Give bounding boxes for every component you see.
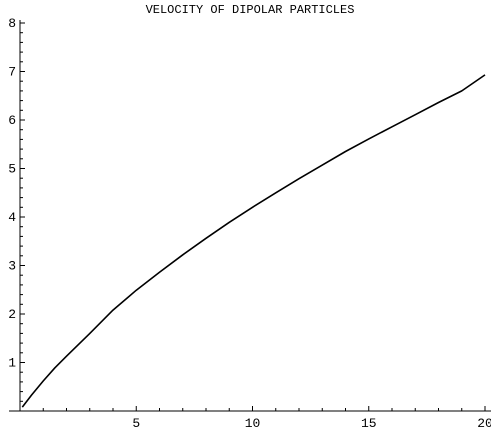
- tick-labels: 1 2 3 4 5 6 7 8 5 10 15 20: [8, 16, 491, 431]
- x-tick-label: 20: [477, 416, 491, 431]
- velocity-curve: [21, 74, 486, 408]
- axes: [9, 20, 491, 412]
- y-tick-label: 6: [8, 113, 16, 128]
- tick-marks: [20, 22, 486, 411]
- chart-title: VELOCITY OF DIPOLAR PARTICLES: [146, 3, 355, 17]
- y-tick-label: 5: [8, 162, 16, 177]
- x-tick-label: 15: [361, 416, 377, 431]
- x-tick-label: 5: [132, 416, 140, 431]
- series-lines: [21, 74, 486, 408]
- y-tick-label: 1: [8, 356, 16, 371]
- y-tick-label: 3: [8, 259, 16, 274]
- y-tick-label: 4: [8, 210, 16, 225]
- y-tick-label: 7: [8, 65, 16, 80]
- x-tick-label: 10: [245, 416, 261, 431]
- y-tick-label: 2: [8, 307, 16, 322]
- y-tick-label: 8: [8, 16, 16, 31]
